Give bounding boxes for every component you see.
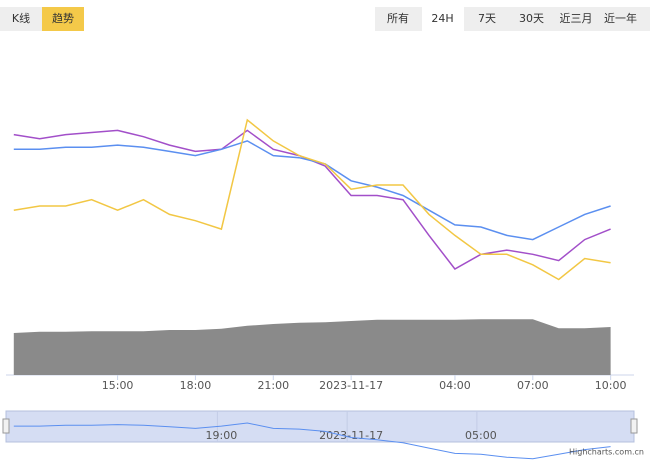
navigator-label: 2023-11-17	[319, 429, 383, 442]
navigator-line	[13, 422, 611, 460]
credit: Highcharts.com.cn	[569, 448, 644, 457]
x-tick-label: 2023-11-17	[319, 379, 383, 392]
navigator-label: 05:00	[465, 429, 497, 442]
navigator-label: 19:00	[206, 429, 238, 442]
tab-button[interactable]: 近三月	[559, 12, 593, 25]
x-tick-label: 10:00	[595, 379, 627, 392]
x-tick-label: 18:00	[180, 379, 212, 392]
x-tick-label: 21:00	[257, 379, 289, 392]
tab-button[interactable]: 趋势	[42, 7, 84, 31]
tab-button[interactable]: 30天	[519, 12, 544, 25]
tab-button[interactable]: 所有	[387, 12, 409, 25]
volume-area	[13, 319, 611, 375]
navigator-handle	[2, 418, 10, 434]
tab-button[interactable]: 24H	[421, 7, 464, 31]
range-bar	[375, 7, 650, 31]
tab-button[interactable]: K线	[0, 7, 42, 31]
price-line	[13, 140, 611, 241]
price-line	[13, 129, 611, 270]
navigator-handle	[630, 418, 638, 434]
tab-button[interactable]: 近一年	[604, 12, 637, 25]
price-line	[13, 118, 611, 281]
x-tick-label: 15:00	[102, 379, 134, 392]
x-tick-label: 07:00	[517, 379, 549, 392]
tab-button[interactable]: 7天	[478, 12, 496, 25]
x-tick-label: 04:00	[439, 379, 471, 392]
